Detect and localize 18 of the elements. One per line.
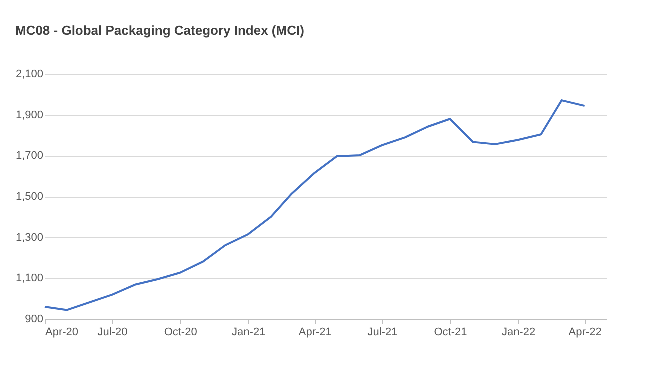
x-tick-label: Jul-21 <box>368 326 398 338</box>
x-tick-label: Apr-22 <box>568 326 602 338</box>
x-tick-label: Apr-21 <box>298 326 332 338</box>
x-tick-label: Oct-21 <box>434 326 468 338</box>
y-tick-label: 1,300 <box>16 232 44 244</box>
y-tick-label: 1,900 <box>16 109 44 122</box>
x-tick-label: Apr-20 <box>46 326 79 338</box>
y-tick-label: 1,500 <box>16 191 44 203</box>
chart-title: MC08 - Global Packaging Category Index (MCI) <box>15 23 304 38</box>
line-series <box>44 100 586 312</box>
y-tick-label: 1,100 <box>16 272 44 285</box>
x-tick-label: Jan-21 <box>232 326 266 338</box>
y-tick-label: 1,700 <box>16 150 44 162</box>
y-tick-label: 2,100 <box>16 68 44 80</box>
x-tick-label: Jan-22 <box>502 326 536 338</box>
x-tick-label: Oct-20 <box>164 326 198 338</box>
x-tick-label: Jul-20 <box>98 326 128 338</box>
y-tick-label: 900 <box>25 314 44 326</box>
